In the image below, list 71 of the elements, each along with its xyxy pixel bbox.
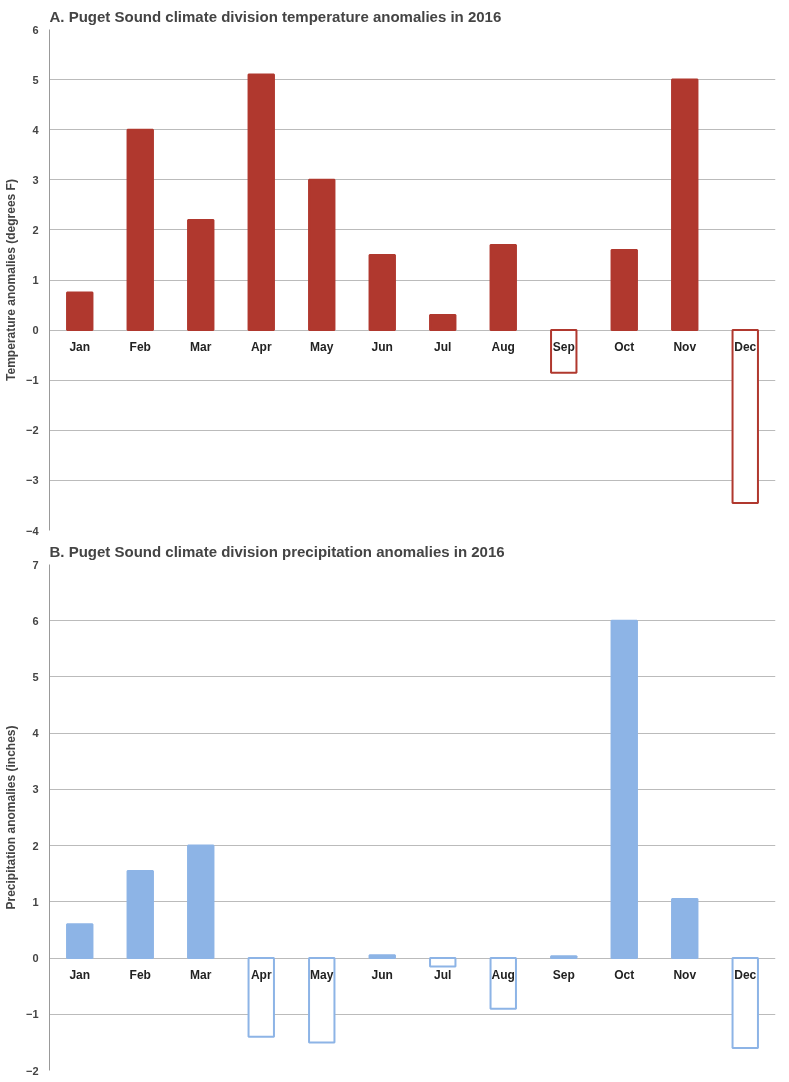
bar xyxy=(671,78,699,332)
y-tick-label: −4 xyxy=(25,524,40,537)
bar xyxy=(66,291,94,332)
x-tick-label: Jan xyxy=(69,340,91,355)
x-tick-label: Jul xyxy=(434,340,452,355)
y-tick-label: 6 xyxy=(32,23,39,36)
x-tick-label: Mar xyxy=(190,340,212,355)
y-tick-label: 2 xyxy=(32,839,39,852)
chart-title: B. Puget Sound climate division precipitation anomalies in 2016 xyxy=(49,542,505,560)
bar xyxy=(368,954,396,960)
y-tick-label: −2 xyxy=(25,424,39,437)
x-tick-label: Jun xyxy=(371,340,393,355)
bar xyxy=(671,898,699,960)
x-tick-label: Dec xyxy=(734,968,757,983)
x-tick-label: Jan xyxy=(69,968,91,983)
y-tick-label: 3 xyxy=(32,173,39,186)
y-tick-label: −3 xyxy=(25,474,39,487)
x-tick-label: Oct xyxy=(614,968,635,983)
bar xyxy=(368,253,396,332)
bar xyxy=(308,178,336,332)
x-tick-label: Apr xyxy=(250,968,272,983)
x-tick-label: Dec xyxy=(734,340,757,355)
bar xyxy=(247,957,275,1038)
bar xyxy=(66,923,94,960)
bar xyxy=(308,957,336,1044)
x-tick-label: May xyxy=(310,968,334,983)
x-tick-label: Sep xyxy=(552,340,575,355)
x-tick-label: Nov xyxy=(673,340,697,355)
y-tick-label: 6 xyxy=(32,614,39,627)
bar xyxy=(187,218,215,332)
x-tick-label: Feb xyxy=(129,340,151,355)
bar xyxy=(731,957,759,1050)
bar xyxy=(187,844,215,960)
y-tick-label: 1 xyxy=(32,274,39,286)
y-tick-label: 5 xyxy=(32,73,39,86)
x-tick-label: Sep xyxy=(552,968,575,983)
y-tick-label: 0 xyxy=(32,324,39,337)
y-tick-label: 4 xyxy=(32,727,40,740)
x-tick-label: Jun xyxy=(371,968,393,983)
bar xyxy=(489,243,517,332)
x-tick-label: Feb xyxy=(129,968,151,983)
bar xyxy=(429,957,457,968)
y-tick-label: 2 xyxy=(32,223,39,236)
bar xyxy=(610,619,638,960)
bar xyxy=(731,329,759,504)
y-tick-label: −1 xyxy=(25,374,39,387)
chart-title: A. Puget Sound climate division temperature anomalies in 2016 xyxy=(49,7,502,25)
y-tick-label: 4 xyxy=(32,123,40,136)
bar xyxy=(429,314,457,332)
y-tick-label: 7 xyxy=(32,558,39,571)
y-axis-title: Temperature anomalies (degrees F) xyxy=(3,179,18,381)
x-tick-label: Mar xyxy=(190,968,212,983)
x-tick-label: May xyxy=(310,340,334,355)
x-tick-label: Nov xyxy=(673,968,697,983)
y-tick-label: −1 xyxy=(25,1008,39,1021)
y-tick-label: 0 xyxy=(32,952,39,965)
y-tick-label: 5 xyxy=(32,670,39,683)
x-tick-label: Apr xyxy=(250,340,272,355)
y-tick-label: −2 xyxy=(25,1064,39,1077)
y-tick-label: 1 xyxy=(32,895,39,908)
y-tick-label: 3 xyxy=(32,783,39,796)
bar xyxy=(610,248,638,332)
bar xyxy=(489,957,517,1010)
x-tick-label: Jul xyxy=(434,968,452,983)
bar xyxy=(247,73,275,332)
x-tick-label: Aug xyxy=(491,968,515,983)
x-tick-label: Aug xyxy=(491,340,515,355)
bar xyxy=(126,128,154,332)
bar xyxy=(126,869,154,960)
y-axis-title: Precipitation anomalies (inches) xyxy=(3,725,18,910)
x-tick-label: Oct xyxy=(614,340,635,355)
